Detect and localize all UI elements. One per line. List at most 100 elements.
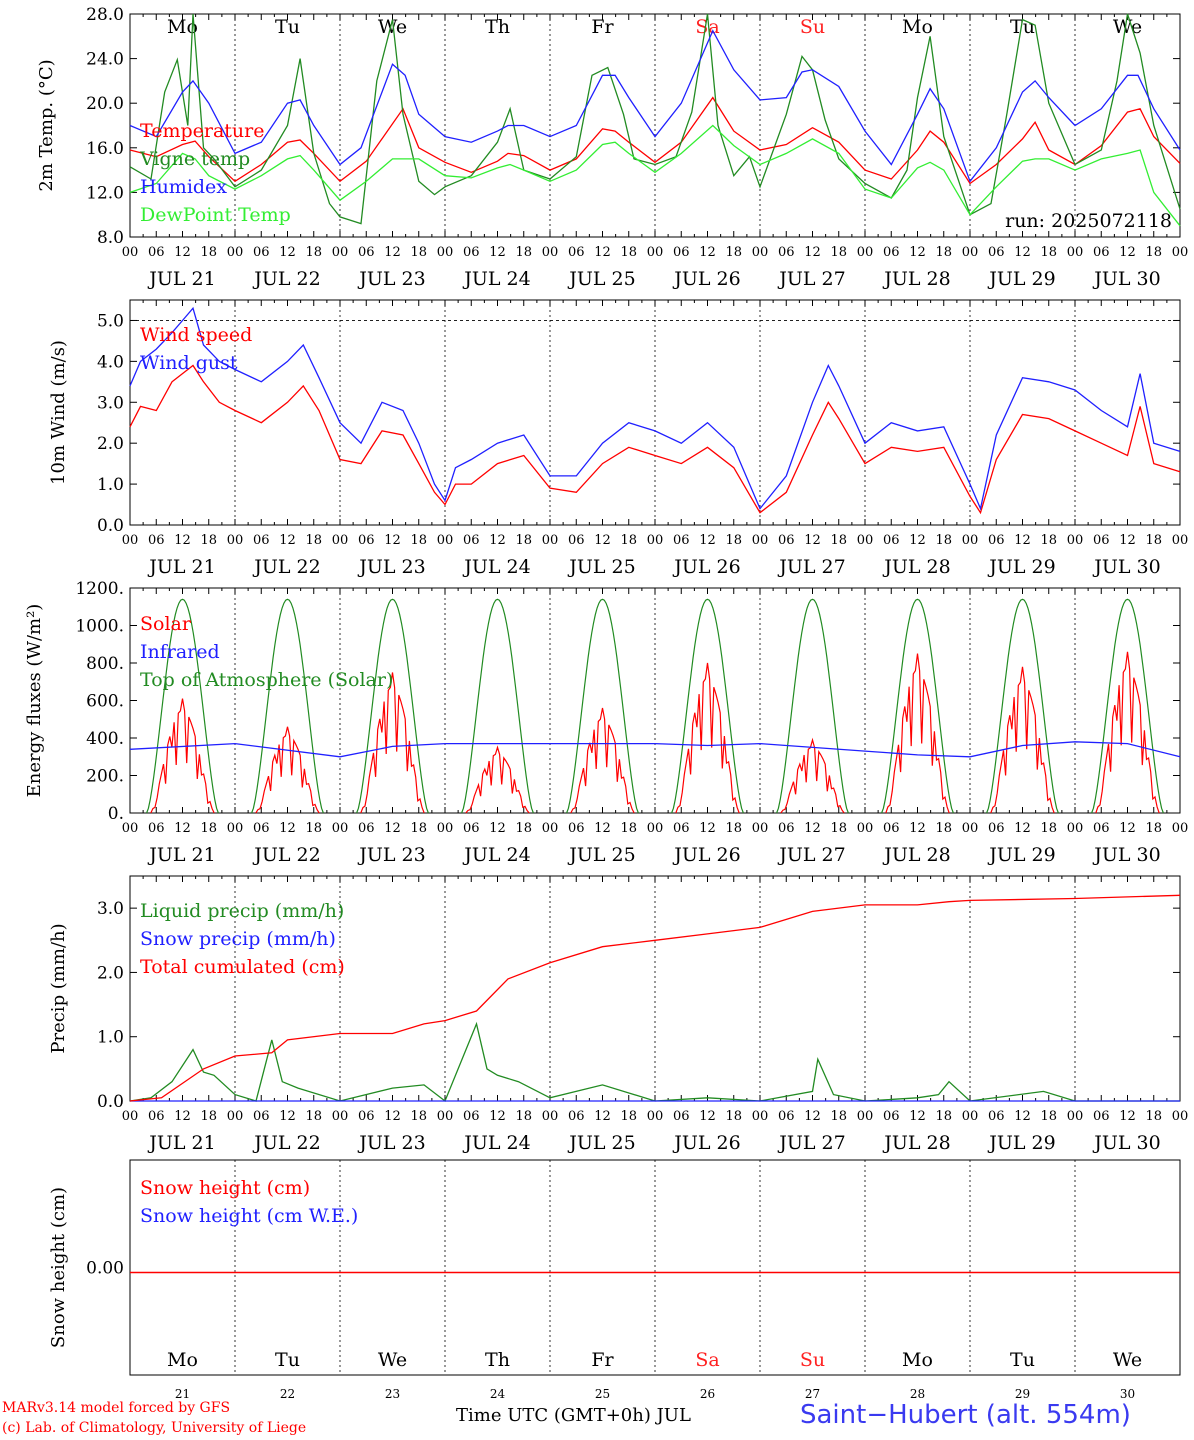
series-line-solar	[675, 662, 740, 814]
series-line-infrared	[129, 741, 1181, 758]
date-label: JUL 21	[147, 844, 215, 866]
hour-tick-label: 00	[962, 245, 979, 260]
hour-tick-label: 12	[174, 245, 191, 260]
time-axis-title: Time UTC (GMT+0h) JUL	[456, 1405, 691, 1426]
hour-tick-label: 00	[1067, 533, 1084, 548]
weekday-label: Mo	[902, 16, 933, 38]
hour-tick-label: 06	[358, 533, 375, 548]
series-line-solar	[465, 745, 530, 814]
hour-tick-label: 06	[1093, 1109, 1110, 1124]
y-tick-label: 5.0	[97, 311, 124, 331]
hour-tick-label: 12	[1014, 1109, 1031, 1124]
hour-tick-label: 06	[148, 533, 165, 548]
y-tick-label: 800.	[86, 654, 124, 674]
legend-entry: Humidex	[140, 176, 227, 198]
hour-tick-label: 00	[962, 1109, 979, 1124]
y-tick-label: 3.0	[97, 899, 124, 919]
date-label: JUL 25	[567, 844, 635, 866]
hour-tick-label: 12	[699, 245, 716, 260]
hour-tick-label: 06	[883, 245, 900, 260]
hour-tick-label: 00	[647, 245, 664, 260]
hour-tick-label: 00	[437, 245, 454, 260]
hour-tick-label: 18	[935, 821, 952, 836]
y-tick-label: 200.	[86, 767, 124, 787]
hour-tick-label: 18	[620, 245, 637, 260]
series-line-liquid-precip-mm-h-	[129, 1021, 1180, 1103]
y-tick-label: 1000.	[75, 617, 124, 637]
panel-1: 8.0 12.0 16.0 20.0 24.0 28.0 2m Temp. (°C) 00 06…	[36, 5, 1188, 290]
hour-tick-label: 12	[1014, 821, 1031, 836]
hour-tick-label: 18	[1145, 533, 1162, 548]
date-label: JUL 29	[987, 844, 1055, 866]
hour-tick-label: 00	[1172, 1109, 1189, 1124]
series-line-wind-gust	[129, 306, 1181, 511]
y-tick-label: 24.0	[86, 50, 124, 70]
date-label: JUL 27	[777, 556, 845, 578]
lab-credit: (c) Lab. of Climatology, University of L…	[2, 1420, 307, 1436]
station-title: Saint−Hubert (alt. 554m)	[800, 1400, 1131, 1430]
hour-tick-label: 00	[122, 533, 139, 548]
y-tick-label: 1.0	[97, 475, 124, 495]
date-label: JUL 28	[882, 268, 950, 290]
hour-tick-label: 18	[830, 821, 847, 836]
hour-tick-label: 06	[883, 1109, 900, 1124]
hour-tick-label: 06	[1093, 821, 1110, 836]
hour-tick-label: 00	[542, 533, 559, 548]
hour-tick-label: 12	[489, 821, 506, 836]
panel-5: 0.00 Snow height (cm) Snow height (cm) Snow…	[48, 1159, 1181, 1401]
hour-tick-label: 00	[227, 1109, 244, 1124]
hour-tick-label: 12	[909, 821, 926, 836]
hour-tick-label: 06	[568, 1109, 585, 1124]
hour-tick-label: 00	[437, 1109, 454, 1124]
hour-tick-label: 18	[305, 533, 322, 548]
hour-tick-label: 06	[148, 245, 165, 260]
weekday-label: Th	[485, 16, 510, 38]
hour-tick-label: 18	[410, 1109, 427, 1124]
hour-tick-label: 00	[857, 533, 874, 548]
hour-tick-label: 12	[594, 533, 611, 548]
hour-tick-label: 00	[752, 821, 769, 836]
y-axis-title: 10m Wind (m/s)	[48, 340, 69, 485]
hour-tick-label: 06	[463, 1109, 480, 1124]
hour-tick-label: 18	[410, 821, 427, 836]
y-tick-label: 8.0	[97, 228, 124, 248]
hour-tick-label: 18	[1040, 245, 1057, 260]
hour-tick-label: 06	[988, 533, 1005, 548]
hour-tick-label: 12	[804, 1109, 821, 1124]
date-label: JUL 24	[462, 268, 530, 290]
hour-tick-label: 06	[568, 245, 585, 260]
date-label: JUL 21	[147, 556, 215, 578]
hour-tick-label: 06	[358, 821, 375, 836]
legend-entry: Snow height (cm W.E.)	[140, 1205, 358, 1227]
legend-entry: Snow height (cm)	[140, 1177, 310, 1199]
hour-tick-label: 12	[804, 821, 821, 836]
hour-tick-label: 18	[305, 821, 322, 836]
hour-tick-label: 18	[830, 245, 847, 260]
date-label: JUL 25	[567, 556, 635, 578]
hour-tick-label: 18	[410, 533, 427, 548]
hour-tick-label: 12	[1014, 533, 1031, 548]
series-line-toa-solar	[566, 598, 639, 814]
hour-tick-label: 00	[752, 1109, 769, 1124]
series-line-vigne-temp	[129, 13, 1181, 225]
y-tick-label: 2.0	[97, 434, 124, 454]
date-label: JUL 26	[672, 556, 740, 578]
weekday-label: Mo	[167, 16, 198, 38]
hour-tick-label: 18	[620, 1109, 637, 1124]
hour-tick-label: 06	[778, 821, 795, 836]
hour-tick-label: 12	[279, 245, 296, 260]
date-label: JUL 23	[357, 268, 425, 290]
legend-entry: Liquid precip (mm/h)	[140, 900, 344, 922]
series-line-solar	[1095, 651, 1160, 814]
day-number-label: 26	[700, 1387, 715, 1401]
weekday-label: We	[1113, 1349, 1142, 1371]
date-label: JUL 22	[252, 1132, 320, 1154]
series-line-solar	[990, 666, 1055, 814]
hour-tick-label: 00	[227, 821, 244, 836]
hour-tick-label: 18	[305, 1109, 322, 1124]
y-tick-label: 0.0	[97, 516, 124, 536]
hour-tick-label: 18	[620, 821, 637, 836]
legend-entry: Wind speed	[140, 324, 252, 346]
hour-tick-label: 18	[725, 245, 742, 260]
hour-tick-label: 06	[568, 533, 585, 548]
